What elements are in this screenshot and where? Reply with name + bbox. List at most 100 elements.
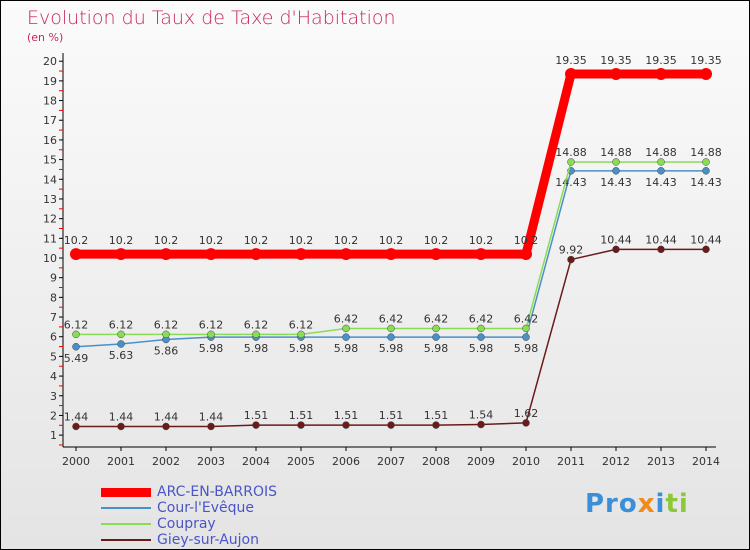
data-point xyxy=(522,324,530,333)
data-point xyxy=(207,422,215,431)
data-label: 10.44 xyxy=(690,233,722,246)
data-point xyxy=(162,422,170,431)
y-tick-label: 14 xyxy=(43,173,57,186)
x-tick-label: 2009 xyxy=(467,455,495,468)
data-label: 19.35 xyxy=(690,54,722,67)
data-point xyxy=(567,255,575,264)
data-label: 6.12 xyxy=(244,318,269,331)
data-point xyxy=(432,333,440,341)
data-label: 1.51 xyxy=(244,409,269,422)
data-point xyxy=(387,421,395,429)
y-tick-label: 2 xyxy=(50,409,57,422)
y-tick-label: 20 xyxy=(43,55,57,68)
data-label: 10.2 xyxy=(64,234,89,247)
data-label: 6.12 xyxy=(109,318,134,331)
data-label: 5.98 xyxy=(469,342,494,355)
data-point xyxy=(702,245,710,254)
data-point xyxy=(297,330,305,339)
data-label: 10.2 xyxy=(244,234,269,247)
data-point xyxy=(520,248,532,261)
y-tick-label: 12 xyxy=(43,213,57,226)
data-point xyxy=(657,245,665,254)
data-point xyxy=(702,158,710,166)
data-point xyxy=(430,248,442,261)
y-tick-label: 7 xyxy=(50,311,57,324)
data-label: 9.92 xyxy=(559,244,584,257)
data-label: 6.42 xyxy=(334,312,359,325)
legend-swatch xyxy=(101,487,151,497)
data-point xyxy=(702,167,710,175)
data-label: 1.44 xyxy=(64,410,89,423)
data-point xyxy=(522,333,530,341)
data-point xyxy=(117,422,125,431)
data-label: 1.51 xyxy=(334,409,359,422)
x-tick-label: 2004 xyxy=(242,455,270,468)
data-label: 14.43 xyxy=(645,176,677,189)
data-label: 1.51 xyxy=(379,409,404,422)
data-label: 5.98 xyxy=(289,342,314,355)
data-label: 6.42 xyxy=(379,312,404,325)
data-label: 6.12 xyxy=(199,318,224,331)
data-point xyxy=(477,420,485,429)
data-label: 10.44 xyxy=(600,233,632,246)
data-point xyxy=(117,340,125,348)
data-point xyxy=(297,421,305,429)
data-label: 5.49 xyxy=(64,352,89,365)
legend-label: Coupray xyxy=(157,516,216,532)
data-label: 5.98 xyxy=(424,342,449,355)
data-point xyxy=(342,421,350,429)
data-point xyxy=(72,422,80,431)
legend-item: Cour-l'Evêque xyxy=(101,500,277,516)
data-label: 14.43 xyxy=(600,176,632,189)
data-label: 1.62 xyxy=(514,407,539,420)
data-point xyxy=(567,158,575,166)
y-tick-label: 3 xyxy=(50,390,57,403)
proxiti-logo: Proxiti xyxy=(585,489,689,519)
data-point xyxy=(477,333,485,341)
data-point xyxy=(72,330,80,339)
data-point xyxy=(340,248,352,261)
data-point xyxy=(385,248,397,261)
x-tick-label: 2007 xyxy=(377,455,405,468)
data-label: 19.35 xyxy=(645,54,677,67)
data-label: 6.42 xyxy=(424,312,449,325)
x-tick-label: 2008 xyxy=(422,455,450,468)
data-label: 5.98 xyxy=(514,342,539,355)
data-label: 19.35 xyxy=(555,54,587,67)
data-label: 10.2 xyxy=(334,234,359,247)
data-point xyxy=(160,248,172,261)
legend-item: Coupray xyxy=(101,516,277,532)
chart-title: Evolution du Taux de Taxe d'Habitation xyxy=(27,7,396,29)
data-label: 14.43 xyxy=(690,176,722,189)
x-tick-label: 2001 xyxy=(107,455,135,468)
y-tick-label: 1 xyxy=(50,429,57,442)
x-tick-label: 2014 xyxy=(692,455,720,468)
data-point xyxy=(387,324,395,333)
data-point xyxy=(432,421,440,429)
data-label: 5.98 xyxy=(199,342,224,355)
data-label: 10.2 xyxy=(379,234,404,247)
data-point xyxy=(205,248,217,261)
y-tick-label: 13 xyxy=(43,193,57,206)
data-point xyxy=(162,330,170,339)
y-tick-label: 10 xyxy=(43,252,57,265)
legend-label: Cour-l'Evêque xyxy=(157,500,254,516)
data-label: 10.44 xyxy=(645,233,677,246)
data-point xyxy=(295,248,307,261)
data-label: 14.88 xyxy=(645,146,677,159)
x-tick-label: 2000 xyxy=(62,455,90,468)
y-tick-label: 9 xyxy=(50,272,57,285)
series-line-ARC-EN-BARROIS xyxy=(76,69,706,259)
data-label: 6.12 xyxy=(64,318,89,331)
data-point xyxy=(72,343,80,351)
x-tick-label: 2002 xyxy=(152,455,180,468)
data-label: 14.88 xyxy=(600,146,632,159)
data-label: 5.98 xyxy=(244,342,269,355)
data-label: 10.2 xyxy=(109,234,134,247)
y-tick-label: 6 xyxy=(50,331,57,344)
data-label: 6.42 xyxy=(514,312,539,325)
legend-swatch xyxy=(101,523,151,525)
y-tick-label: 8 xyxy=(50,291,57,304)
data-label: 6.42 xyxy=(469,312,494,325)
data-point xyxy=(70,248,82,261)
